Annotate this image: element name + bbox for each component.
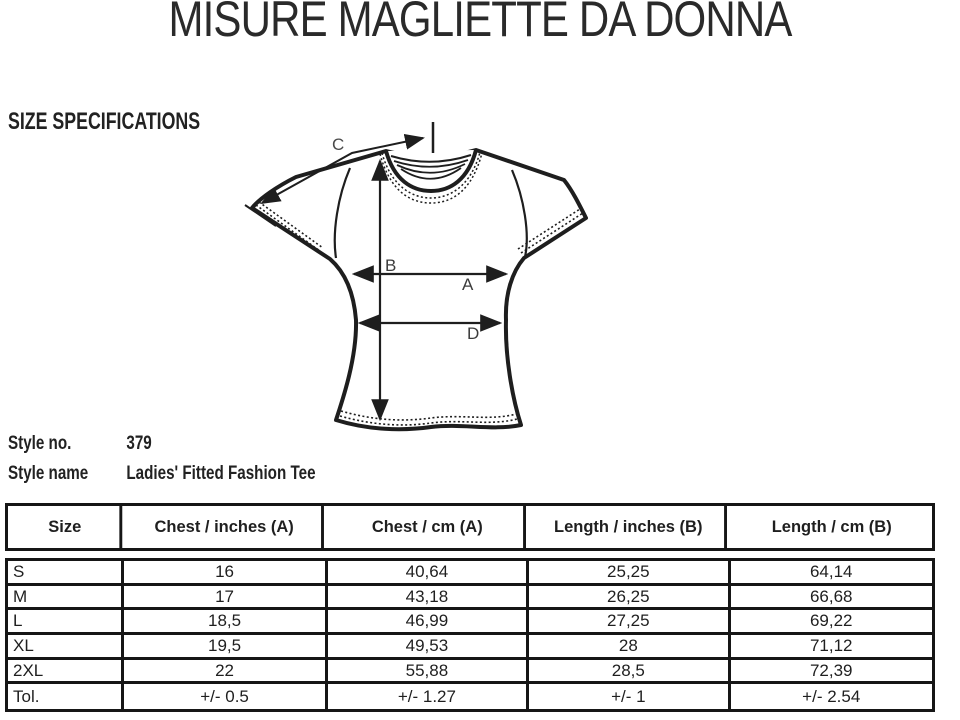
tshirt-outline — [250, 148, 588, 432]
table-cell: +/- 0.5 — [124, 684, 328, 710]
label-c: C — [332, 135, 344, 154]
table-cell: 22 — [124, 659, 328, 682]
style-no-label: Style no. — [8, 433, 72, 454]
table-cell: 46,99 — [328, 610, 530, 633]
page-title: MISURE MAGLIETTE DA DONNA — [168, 0, 792, 47]
table-row-l: L 18,5 46,99 27,25 69,22 — [8, 610, 932, 636]
table-cell: S — [8, 561, 125, 583]
header-body-gap — [5, 551, 935, 558]
table-row-s: S 16 40,64 25,25 64,14 — [8, 561, 932, 586]
table-row-m: M 17 43,18 26,25 66,68 — [8, 585, 932, 611]
right-sleeve-stitch-2 — [517, 208, 581, 250]
table-row-2xl: 2XL 22 55,88 28,5 72,39 — [8, 659, 932, 685]
table-cell: 2XL — [8, 659, 125, 682]
style-no-row: Style no. 379 — [8, 429, 316, 459]
table-cell: 49,53 — [328, 635, 530, 657]
right-sleeve-stitch-1 — [520, 212, 584, 254]
table-cell: 72,39 — [809, 660, 853, 680]
table-row-tolerance: Tol. +/- 0.5 +/- 1.27 +/- 1 +/- 2.54 — [8, 684, 932, 710]
style-info: Style no. 379 Style name Ladies' Fitted … — [8, 429, 316, 489]
collar-stitch-2 — [379, 152, 483, 204]
table-cell: 43,18 — [328, 585, 530, 608]
table-cell: 18,5 — [124, 610, 328, 633]
tshirt-measurement-diagram: C B A D — [244, 122, 588, 432]
table-cell: 64,14 — [809, 561, 853, 581]
table-cell: M — [8, 585, 125, 608]
table-cell: 27,25 — [529, 610, 731, 633]
collar-stitch-1 — [381, 151, 481, 199]
column-header-chest-inches: Chest / inches (A) — [127, 506, 325, 548]
bottom-hem-stitch-1 — [340, 410, 517, 421]
label-d: D — [467, 324, 479, 343]
table-cell: L — [8, 610, 125, 633]
label-b: B — [385, 256, 396, 275]
table-cell: 26,25 — [529, 585, 731, 608]
column-header-length-cm: Length / cm (B) — [771, 517, 892, 536]
section-heading: SIZE SPECIFICATIONS — [8, 108, 201, 135]
table-cell: +/- 1 — [529, 684, 731, 710]
table-cell: 66,68 — [809, 586, 853, 606]
style-no-value: 379 — [126, 433, 152, 454]
table-cell: 28 — [529, 635, 731, 657]
column-header-chest-cm: Chest / cm (A) — [331, 506, 527, 548]
table-cell: 55,88 — [328, 659, 530, 682]
style-name-value: Ladies' Fitted Fashion Tee — [126, 463, 316, 484]
style-name-label: Style name — [8, 463, 89, 484]
table-cell: 40,64 — [328, 561, 530, 583]
table-cell: 19,5 — [124, 635, 328, 657]
shoulder-tick — [244, 204, 277, 227]
table-cell: 17 — [124, 585, 328, 608]
table-cell: 69,22 — [809, 611, 853, 631]
size-table-body: S 16 40,64 25,25 64,14 M 17 43,18 26,25 … — [5, 558, 935, 713]
size-table: Size Chest / inches (A) Chest / cm (A) L… — [5, 503, 935, 713]
column-header-length-inches: Length / inches (B) — [532, 506, 728, 548]
table-cell: 28,5 — [529, 659, 731, 682]
table-cell: Tol. — [8, 684, 125, 710]
measure-arrow-c — [260, 133, 425, 204]
table-cell: +/- 2.54 — [802, 686, 861, 706]
style-name-row: Style name Ladies' Fitted Fashion Tee — [8, 459, 316, 489]
column-header-size: Size — [10, 506, 123, 548]
table-row-xl: XL 19,5 49,53 28 71,12 — [8, 635, 932, 660]
label-a: A — [462, 275, 474, 294]
table-cell: +/- 1.27 — [328, 684, 530, 710]
table-cell: 25,25 — [529, 561, 731, 583]
table-cell: XL — [8, 635, 125, 657]
table-cell: 71,12 — [809, 635, 853, 655]
table-cell: 16 — [124, 561, 328, 583]
size-table-header: Size Chest / inches (A) Chest / cm (A) L… — [5, 503, 935, 551]
